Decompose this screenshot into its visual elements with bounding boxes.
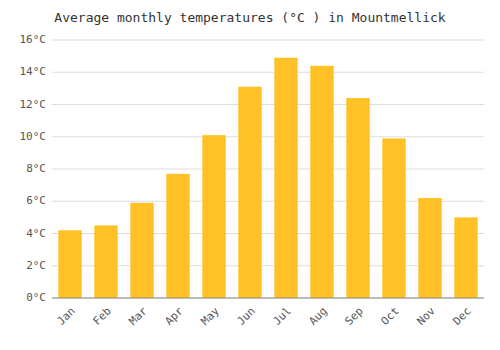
chart: 0°C 2°C 4°C 6°C 8°C 10°C 12°C 14°C 16°C Jan Feb Mar… <box>0 0 500 350</box>
x-tick-label: Feb <box>91 305 114 328</box>
y-axis: 0°C 2°C 4°C 6°C 8°C 10°C 12°C 14°C 16°C <box>20 33 485 304</box>
bar <box>454 217 477 298</box>
x-tick-label: Oct <box>379 305 402 328</box>
bar <box>130 203 153 298</box>
bar <box>166 174 189 298</box>
y-tick-label: 4°C <box>26 227 46 240</box>
bar <box>274 58 297 298</box>
title: Average monthly temperatures (°C ) in Mo… <box>54 10 446 25</box>
x-axis: Jan Feb Mar Apr May Jun Jul Aug Sep Oct Nov Dec <box>52 298 484 328</box>
grid-line <box>52 72 484 73</box>
grid-line <box>52 136 484 137</box>
x-tick-label: Jul <box>271 305 294 328</box>
x-tick-label: Jun <box>235 305 258 328</box>
grid-line <box>52 298 484 299</box>
y-tick-label: 0°C <box>26 291 46 304</box>
bar <box>418 198 441 298</box>
x-tick-label: May <box>199 304 223 328</box>
bar <box>58 230 81 298</box>
y-tick-label: 8°C <box>26 162 46 175</box>
y-tick-label: 14°C <box>20 65 47 78</box>
y-tick-label: 12°C <box>20 98 47 111</box>
bar <box>94 225 117 298</box>
x-tick-label: Sep <box>343 305 366 328</box>
x-tick-label: Aug <box>307 305 330 328</box>
bar <box>346 98 369 298</box>
bar <box>202 135 225 298</box>
x-axis-line <box>52 298 484 299</box>
y-tick-label: 6°C <box>26 194 46 207</box>
x-tick-label: Mar <box>127 304 151 328</box>
x-tick-label: Nov <box>415 304 439 328</box>
chart-container: 0°C 2°C 4°C 6°C 8°C 10°C 12°C 14°C 16°C Jan Feb Mar… <box>0 0 500 350</box>
bar <box>382 138 405 298</box>
y-tick-label: 16°C <box>20 33 47 46</box>
bars <box>58 58 477 298</box>
grid-line <box>52 40 484 41</box>
x-tick-label: Apr <box>163 304 187 328</box>
grid-line <box>52 104 484 105</box>
y-tick-label: 10°C <box>20 130 47 143</box>
x-tick-label: Dec <box>451 305 474 328</box>
bar <box>238 87 261 298</box>
y-tick-label: 2°C <box>26 259 46 272</box>
grid-line <box>52 169 484 170</box>
x-tick-label: Jan <box>55 305 78 328</box>
bar <box>310 66 333 298</box>
